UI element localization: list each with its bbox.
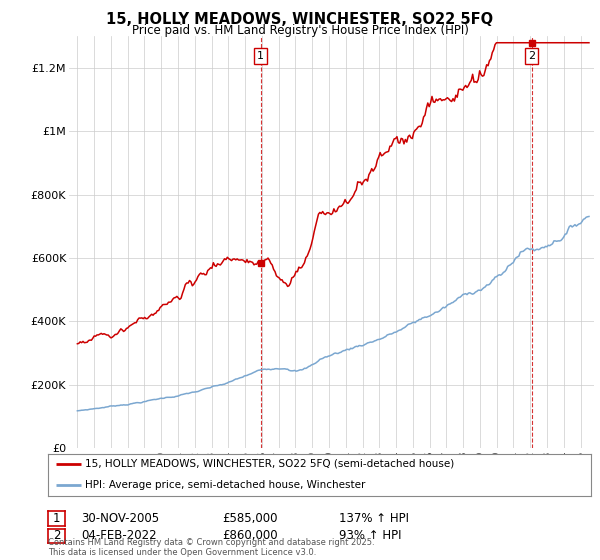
Text: Price paid vs. HM Land Registry's House Price Index (HPI): Price paid vs. HM Land Registry's House … — [131, 24, 469, 36]
Text: 2: 2 — [53, 529, 60, 543]
Text: 1: 1 — [257, 51, 264, 61]
Text: 2: 2 — [528, 51, 535, 61]
Text: Contains HM Land Registry data © Crown copyright and database right 2025.
This d: Contains HM Land Registry data © Crown c… — [48, 538, 374, 557]
Text: 15, HOLLY MEADOWS, WINCHESTER, SO22 5FQ (semi-detached house): 15, HOLLY MEADOWS, WINCHESTER, SO22 5FQ … — [85, 459, 454, 469]
Text: £585,000: £585,000 — [222, 512, 277, 525]
Text: 30-NOV-2005: 30-NOV-2005 — [81, 512, 159, 525]
Text: 04-FEB-2022: 04-FEB-2022 — [81, 529, 157, 543]
Text: 137% ↑ HPI: 137% ↑ HPI — [339, 512, 409, 525]
Text: £860,000: £860,000 — [222, 529, 278, 543]
Text: 15, HOLLY MEADOWS, WINCHESTER, SO22 5FQ: 15, HOLLY MEADOWS, WINCHESTER, SO22 5FQ — [106, 12, 494, 27]
Text: 1: 1 — [53, 512, 60, 525]
Text: 93% ↑ HPI: 93% ↑ HPI — [339, 529, 401, 543]
Text: HPI: Average price, semi-detached house, Winchester: HPI: Average price, semi-detached house,… — [85, 480, 365, 489]
